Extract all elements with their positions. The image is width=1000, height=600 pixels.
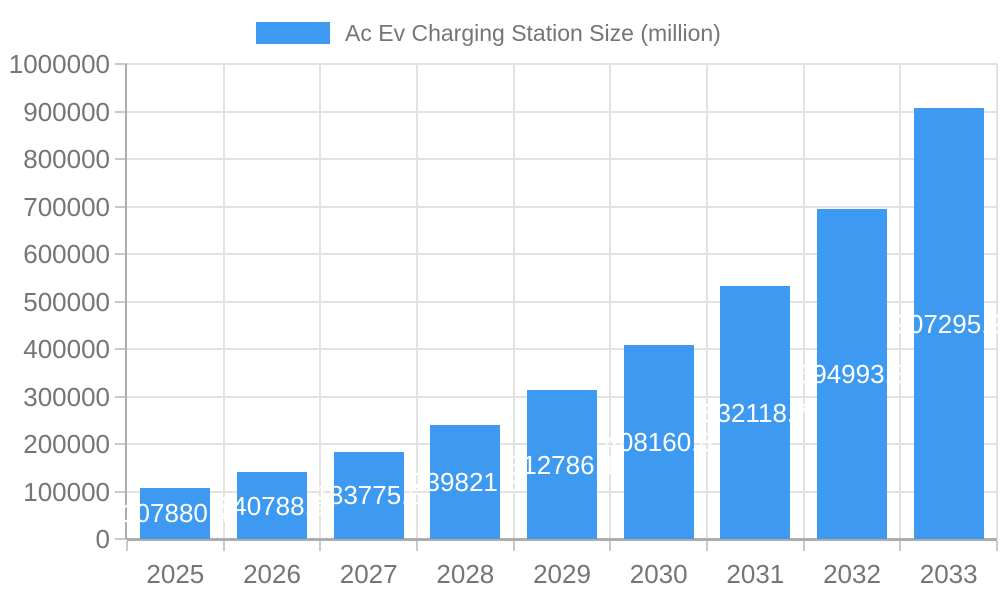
h-gridline [127,158,997,160]
bar[interactable] [237,472,307,539]
x-axis-tick [222,541,225,551]
bar[interactable] [913,108,984,539]
bar[interactable] [527,390,597,539]
x-axis-tick [996,541,998,551]
y-axis-line [125,64,127,539]
y-axis-tick-label: 1000000 [8,49,110,79]
v-gridline [512,64,515,539]
y-axis-tick [115,63,127,65]
x-axis-tick [126,541,128,551]
y-axis-tick [115,395,127,398]
x-axis-tick [512,541,515,551]
v-gridline [609,64,612,539]
bar-value-label: 408160.8 [604,427,713,458]
v-gridline [222,64,225,539]
y-axis-tick-label: 0 [95,524,110,554]
bar-value-label: 532118.7 [702,397,809,428]
bar[interactable] [430,425,501,539]
bar[interactable] [140,487,211,539]
v-gridline [899,64,902,539]
legend-item[interactable]: Ac Ev Charging Station Size (million) [256,20,721,46]
y-axis-tick [115,490,127,493]
bar[interactable] [720,286,791,539]
x-axis-tick-label: 2029 [533,559,591,589]
y-axis-tick-label: 300000 [23,381,110,412]
y-axis-tick [115,348,127,350]
h-gridline [127,205,997,208]
y-axis-tick-label: 800000 [23,144,110,174]
bar-value-label: 694993.8 [797,358,907,389]
y-axis-tick [115,158,127,160]
x-axis-tick-label: 2027 [339,559,398,589]
bar[interactable] [623,345,694,539]
v-gridline [416,64,418,539]
bar-value-label: 107880.4 [121,498,230,529]
y-axis-tick [115,253,127,255]
x-axis-tick [706,541,708,551]
bar-value-label: 907295.2 [894,308,1000,339]
y-axis-tick [115,538,127,540]
v-gridline [802,64,805,539]
y-axis-tick-label: 600000 [23,239,110,269]
y-axis-tick-label: 500000 [23,286,110,317]
y-axis-tick [115,205,127,208]
y-axis-tick-label: 400000 [23,334,110,364]
v-gridline [319,64,322,539]
y-axis-tick [115,300,127,303]
y-axis-tick-label: 100000 [23,476,110,507]
bar-value-label: 312786.1 [507,449,617,480]
y-axis-tick-label: 900000 [23,96,110,127]
bar-value-label: 140788.9 [217,490,327,521]
v-gridline [996,64,998,539]
x-axis-tick-label: 2031 [726,559,785,589]
x-axis-tick-label: 2033 [919,559,978,589]
x-axis-tick [802,541,805,551]
y-axis-tick [115,443,127,445]
y-axis-tick-label: 200000 [23,429,110,459]
bar-value-label: 183775.6 [314,480,423,511]
x-axis-tick-label: 2032 [823,559,881,589]
x-axis-tick [416,541,418,551]
x-axis-line [127,538,997,541]
x-axis-tick [319,541,322,551]
h-gridline [127,110,997,113]
x-axis-tick [899,541,902,551]
legend-label: Ac Ev Charging Station Size (million) [345,20,721,46]
y-axis-tick-label: 700000 [23,191,110,222]
bar[interactable] [333,451,404,539]
x-axis-tick-label: 2030 [629,559,688,589]
y-axis-tick [115,110,127,113]
h-gridline [127,63,997,65]
bar-value-label: 239821.3 [411,467,520,498]
h-gridline [127,348,997,350]
h-gridline [127,300,997,303]
v-gridline [706,64,708,539]
x-axis-tick-label: 2025 [146,559,205,589]
h-gridline [127,253,997,255]
x-axis-tick [609,541,612,551]
legend-swatch-icon [256,22,330,44]
x-axis-tick-label: 2028 [436,559,495,589]
x-axis-tick-label: 2026 [243,559,301,589]
bar[interactable] [817,208,887,539]
